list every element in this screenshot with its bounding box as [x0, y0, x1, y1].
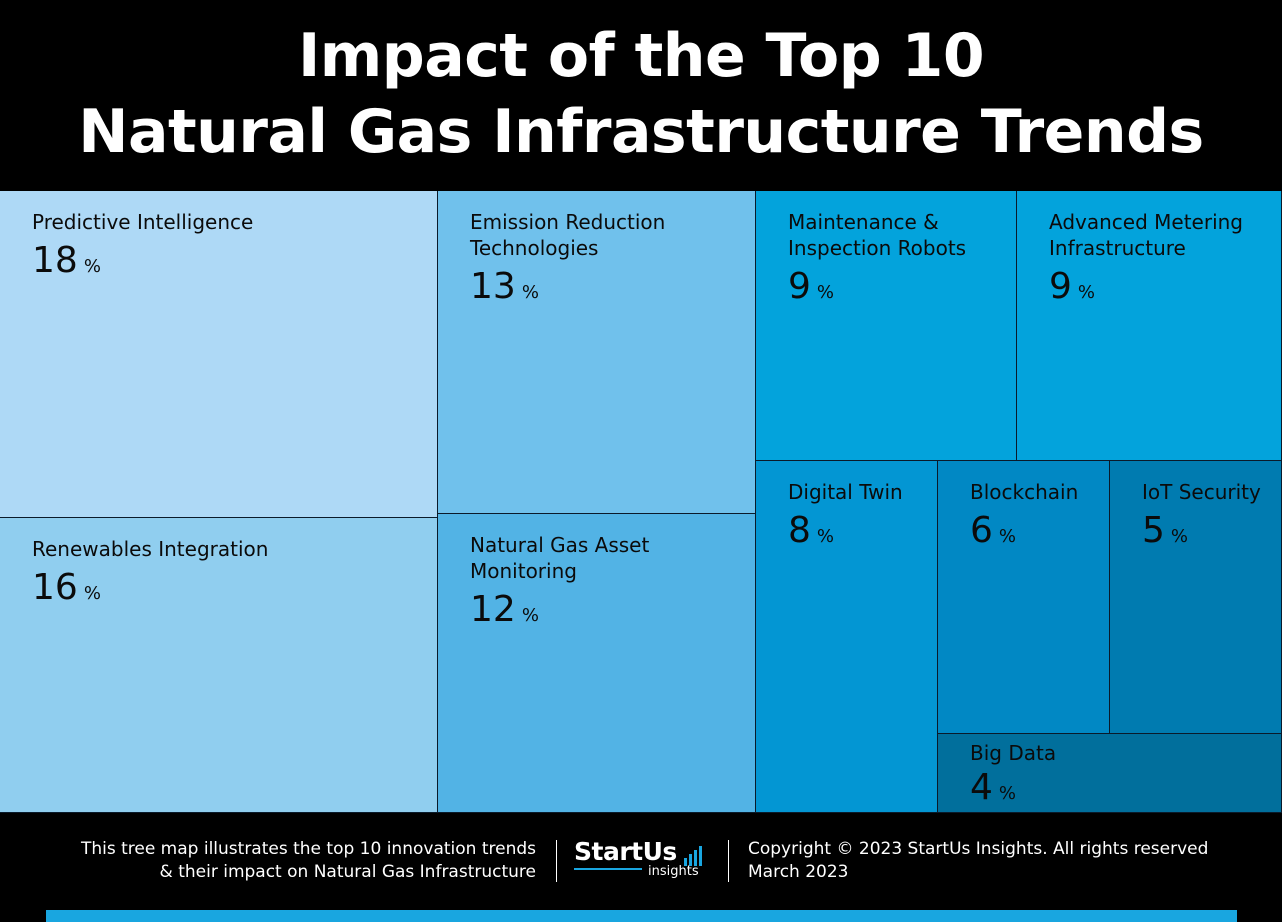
footer-description-line-2: & their impact on Natural Gas Infrastruc… — [159, 862, 536, 882]
tile-label: Big Data — [970, 741, 1057, 765]
tile-label-block: Blockchain 6% — [970, 479, 1101, 557]
chart-title: Impact of the Top 10 Natural Gas Infrast… — [0, 18, 1282, 170]
treemap-tile: Predictive Intelligence 18% — [0, 191, 438, 518]
tile-label-block: Maintenance & Inspection Robots 9% — [788, 209, 1008, 313]
logo-subtext: insights — [648, 864, 699, 879]
treemap-tile: Blockchain 6% — [938, 461, 1110, 734]
title-line-1: Impact of the Top 10 — [297, 21, 985, 91]
treemap-tile: Emission Reduction Technologies 13% — [438, 191, 756, 514]
logo-wordmark: StartUs — [574, 837, 677, 866]
tile-label: Advanced Metering Infrastructure — [1049, 210, 1244, 260]
tile-value-unit: % — [83, 256, 101, 277]
treemap-tile: Maintenance & Inspection Robots 9% — [756, 191, 1017, 461]
tile-label-block: Digital Twin 8% — [788, 479, 929, 557]
tile-value: 5% — [1142, 511, 1273, 557]
tile-value: 8% — [788, 511, 929, 557]
footer-divider-left — [556, 840, 557, 882]
tile-value-unit: % — [1170, 526, 1189, 547]
tile-label-block: Predictive Intelligence 18% — [32, 209, 429, 287]
logo-underline — [574, 868, 642, 870]
tile-label: Emission Reduction Technologies — [470, 210, 666, 260]
tile-value-unit: % — [1077, 282, 1096, 303]
tile-value-unit: % — [83, 583, 101, 604]
tile-label-block: Emission Reduction Technologies 13% — [470, 209, 747, 313]
tile-value-unit: % — [998, 526, 1017, 547]
tile-value: 9% — [1049, 267, 1273, 313]
tile-label: Digital Twin — [788, 480, 903, 504]
tile-value-number: 6 — [970, 510, 993, 551]
tile-value-number: 8 — [788, 510, 811, 551]
tile-value-number: 18 — [32, 240, 78, 281]
logo-bars-icon — [684, 846, 708, 866]
tile-value-number: 9 — [788, 266, 811, 307]
date-text: March 2023 — [748, 862, 849, 882]
footer-copyright-block: Copyright © 2023 StartUs Insights. All r… — [748, 838, 1268, 884]
treemap-tile: Renewables Integration 16% — [0, 518, 438, 813]
tile-value-unit: % — [521, 282, 539, 303]
tile-label: Renewables Integration — [32, 537, 269, 561]
tile-value: 16% — [32, 568, 429, 614]
tile-value: 6% — [970, 511, 1101, 557]
tile-label: Blockchain — [970, 480, 1079, 504]
footer-divider-right — [728, 840, 729, 882]
tile-value: 4% — [970, 768, 1273, 814]
tile-value-number: 9 — [1049, 266, 1072, 307]
tile-value-number: 5 — [1142, 510, 1165, 551]
tile-label-block: Renewables Integration 16% — [32, 536, 429, 614]
tile-label-block: Big Data 4% — [970, 740, 1273, 814]
tile-value-unit: % — [998, 783, 1017, 804]
tile-label: Natural Gas Asset Monitoring — [470, 533, 650, 583]
tile-value-unit: % — [816, 282, 835, 303]
tile-value: 9% — [788, 267, 1008, 313]
tile-label-block: Natural Gas Asset Monitoring 12% — [470, 532, 747, 636]
tile-value-number: 12 — [470, 589, 516, 630]
tile-label: IoT Security — [1142, 480, 1261, 504]
tile-value-unit: % — [816, 526, 835, 547]
startus-logo: StartUs insights — [574, 838, 714, 882]
treemap-tile: Natural Gas Asset Monitoring 12% — [438, 514, 756, 813]
tile-value-unit: % — [521, 605, 539, 626]
treemap-tile: Advanced Metering Infrastructure 9% — [1017, 191, 1282, 461]
tile-value-number: 4 — [970, 767, 993, 808]
bottom-accent-bar — [46, 910, 1237, 922]
treemap-tile: IoT Security 5% — [1110, 461, 1282, 734]
footer-description: This tree map illustrates the top 10 inn… — [0, 838, 536, 884]
footer-description-line-1: This tree map illustrates the top 10 inn… — [80, 839, 536, 859]
tile-label: Predictive Intelligence — [32, 210, 254, 234]
tile-label-block: IoT Security 5% — [1142, 479, 1273, 557]
tile-label: Maintenance & Inspection Robots — [788, 210, 967, 260]
tile-label-block: Advanced Metering Infrastructure 9% — [1049, 209, 1273, 313]
tile-value: 18% — [32, 241, 429, 287]
treemap-tile: Digital Twin 8% — [756, 461, 938, 813]
tile-value-number: 13 — [470, 266, 516, 307]
tile-value-number: 16 — [32, 567, 78, 608]
tile-value: 13% — [470, 267, 747, 313]
tile-value: 12% — [470, 590, 747, 636]
treemap: Predictive Intelligence 18% Renewables Int… — [0, 191, 1282, 813]
title-line-2: Natural Gas Infrastructure Trends — [78, 97, 1204, 167]
treemap-tile: Big Data 4% — [938, 734, 1282, 813]
copyright-text: Copyright © 2023 StartUs Insights. All r… — [748, 839, 1209, 859]
